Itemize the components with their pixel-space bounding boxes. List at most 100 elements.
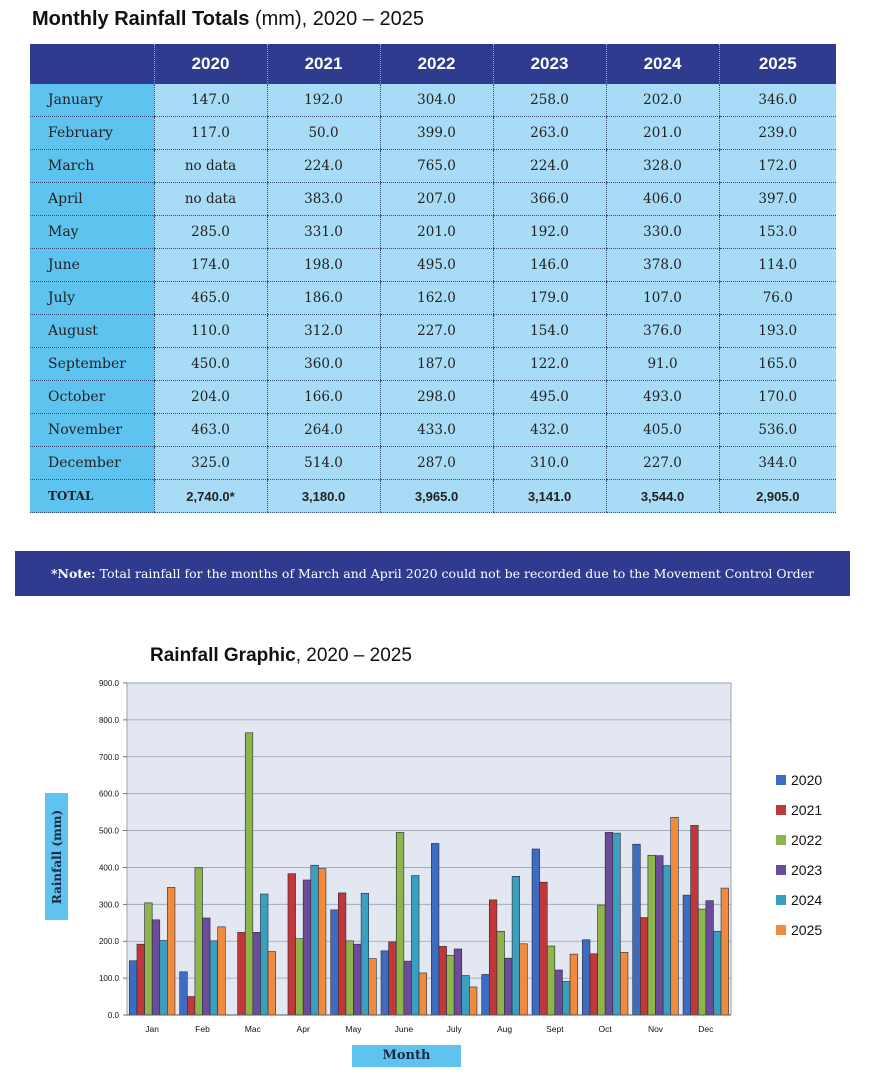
bar-2024-Sept (562, 981, 571, 1016)
legend-label: 2024 (791, 892, 823, 908)
chart-title-rest: , 2020 – 2025 (295, 645, 412, 666)
x-tick-label: Jan (145, 1024, 159, 1034)
row-label: March (30, 149, 154, 183)
table-row: January 147.0 192.0 304.0 258.0 202.0 346.0 (30, 84, 836, 117)
legend-item: 2023 (776, 855, 822, 885)
bar-2023-Sept (554, 969, 563, 1016)
row-label: TOTAL (30, 479, 154, 513)
bar-2025-Nov (670, 816, 679, 1016)
bar-2024-Apr (310, 864, 319, 1016)
table-cell: 201.0 (379, 215, 493, 249)
table-cell: 227.0 (605, 446, 719, 480)
table-row: September 450.0 360.0 187.0 122.0 91.0 165.0 (30, 347, 836, 381)
bar-2021-Feb (187, 996, 196, 1016)
legend-item: 2022 (776, 825, 822, 855)
bar-2020-Feb (179, 971, 188, 1016)
y-tick-label: 500.0 (99, 827, 120, 836)
bar-2024-Oct (612, 832, 621, 1016)
header-cell: 2025 (718, 44, 836, 84)
table-cell: 406.0 (605, 182, 719, 216)
table-row: December 325.0 514.0 287.0 310.0 227.0 344.0 (30, 446, 836, 480)
table-row: June 174.0 198.0 495.0 146.0 378.0 114.0 (30, 248, 836, 282)
x-tick-label: May (345, 1024, 362, 1034)
table-header-row: 2020 2021 2022 2023 2024 2025 (30, 44, 836, 84)
bar-2021-Jan (136, 943, 145, 1016)
table-cell: 204.0 (153, 380, 267, 414)
bar-2025-June (418, 972, 427, 1016)
chart-title-bold: Rainfall Graphic (150, 645, 296, 666)
legend-item: 2024 (776, 885, 822, 915)
bar-2025-Sept (569, 953, 578, 1016)
bar-2023-Jan (151, 919, 161, 1016)
bar-2021-June (388, 941, 397, 1016)
bar-2022-Jan (144, 902, 153, 1016)
table-cell: 239.0 (718, 116, 836, 150)
x-tick-label: June (395, 1024, 414, 1034)
table-cell: 202.0 (605, 84, 719, 117)
y-tick-label: 400.0 (99, 863, 120, 872)
bar-2020-Nov (632, 843, 641, 1016)
table-row: August 110.0 312.0 227.0 154.0 376.0 193.0 (30, 314, 836, 348)
bar-2025-Feb (217, 926, 226, 1016)
table-cell: 50.0 (266, 116, 380, 150)
bar-2020-Aug (481, 974, 490, 1016)
y-tick-label: 200.0 (99, 937, 120, 946)
bar-2025-Mac (267, 951, 276, 1016)
table-cell: 304.0 (379, 84, 493, 117)
table-cell: no data (153, 182, 267, 216)
table-cell: 432.0 (492, 413, 606, 447)
table-cell: 493.0 (605, 380, 719, 414)
table-cell: 76.0 (718, 281, 836, 315)
table-cell: 495.0 (492, 380, 606, 414)
table-cell: 3,965.0 (379, 479, 493, 513)
table-cell: 154.0 (492, 314, 606, 348)
row-label: July (30, 281, 154, 315)
bar-2023-Aug (504, 957, 513, 1016)
bar-2022-Sept (546, 945, 556, 1016)
bar-2020-Dec (682, 894, 691, 1016)
header-cell: 2022 (379, 44, 493, 84)
table-cell: 187.0 (379, 347, 493, 381)
legend-swatch (776, 925, 786, 935)
table-row: May 285.0 331.0 201.0 192.0 330.0 153.0 (30, 215, 836, 249)
bar-2022-July (446, 954, 455, 1016)
table-cell: 186.0 (266, 281, 380, 315)
table-cell: 328.0 (605, 149, 719, 183)
legend-swatch (776, 775, 786, 785)
table-cell: 264.0 (266, 413, 380, 447)
bar-2023-Nov (655, 855, 664, 1016)
table-row: July 465.0 186.0 162.0 179.0 107.0 76.0 (30, 281, 836, 315)
table-cell: 193.0 (718, 314, 836, 348)
table-title-bold: Monthly Rainfall Totals (32, 8, 250, 30)
table-cell: 287.0 (379, 446, 493, 480)
header-cell (30, 44, 154, 84)
table-cell: 166.0 (266, 380, 380, 414)
table-cell: 3,141.0 (492, 479, 606, 513)
table-title: Monthly Rainfall Totals (mm), 2020 – 202… (32, 8, 424, 31)
table-cell: 310.0 (492, 446, 606, 480)
legend-label: 2020 (791, 772, 823, 788)
table-cell: 91.0 (605, 347, 719, 381)
legend-item: 2020 (776, 765, 822, 795)
bar-2022-Aug (496, 930, 505, 1016)
legend-label: 2021 (791, 802, 823, 818)
bar-2024-Jan (159, 940, 168, 1016)
table-cell: 162.0 (379, 281, 493, 315)
bar-2021-Dec (690, 825, 699, 1016)
row-label: August (30, 314, 154, 348)
table-row: October 204.0 166.0 298.0 495.0 493.0 170.0 (30, 380, 836, 414)
y-tick-label: 100.0 (99, 974, 120, 983)
table-cell: 514.0 (266, 446, 380, 480)
row-label: October (30, 380, 154, 414)
table-row: February 117.0 50.0 399.0 263.0 201.0 239.0 (30, 116, 836, 150)
bar-2024-Feb (209, 940, 219, 1016)
x-tick-label: Sept (546, 1024, 564, 1034)
bar-2024-Nov (662, 865, 671, 1016)
table-cell: no data (153, 149, 267, 183)
table-cell: 224.0 (266, 149, 380, 183)
bar-2020-Jan (129, 960, 138, 1016)
table-cell: 312.0 (266, 314, 380, 348)
y-axis-label: Rainfall (mm) (45, 793, 68, 920)
table-cell: 399.0 (379, 116, 493, 150)
